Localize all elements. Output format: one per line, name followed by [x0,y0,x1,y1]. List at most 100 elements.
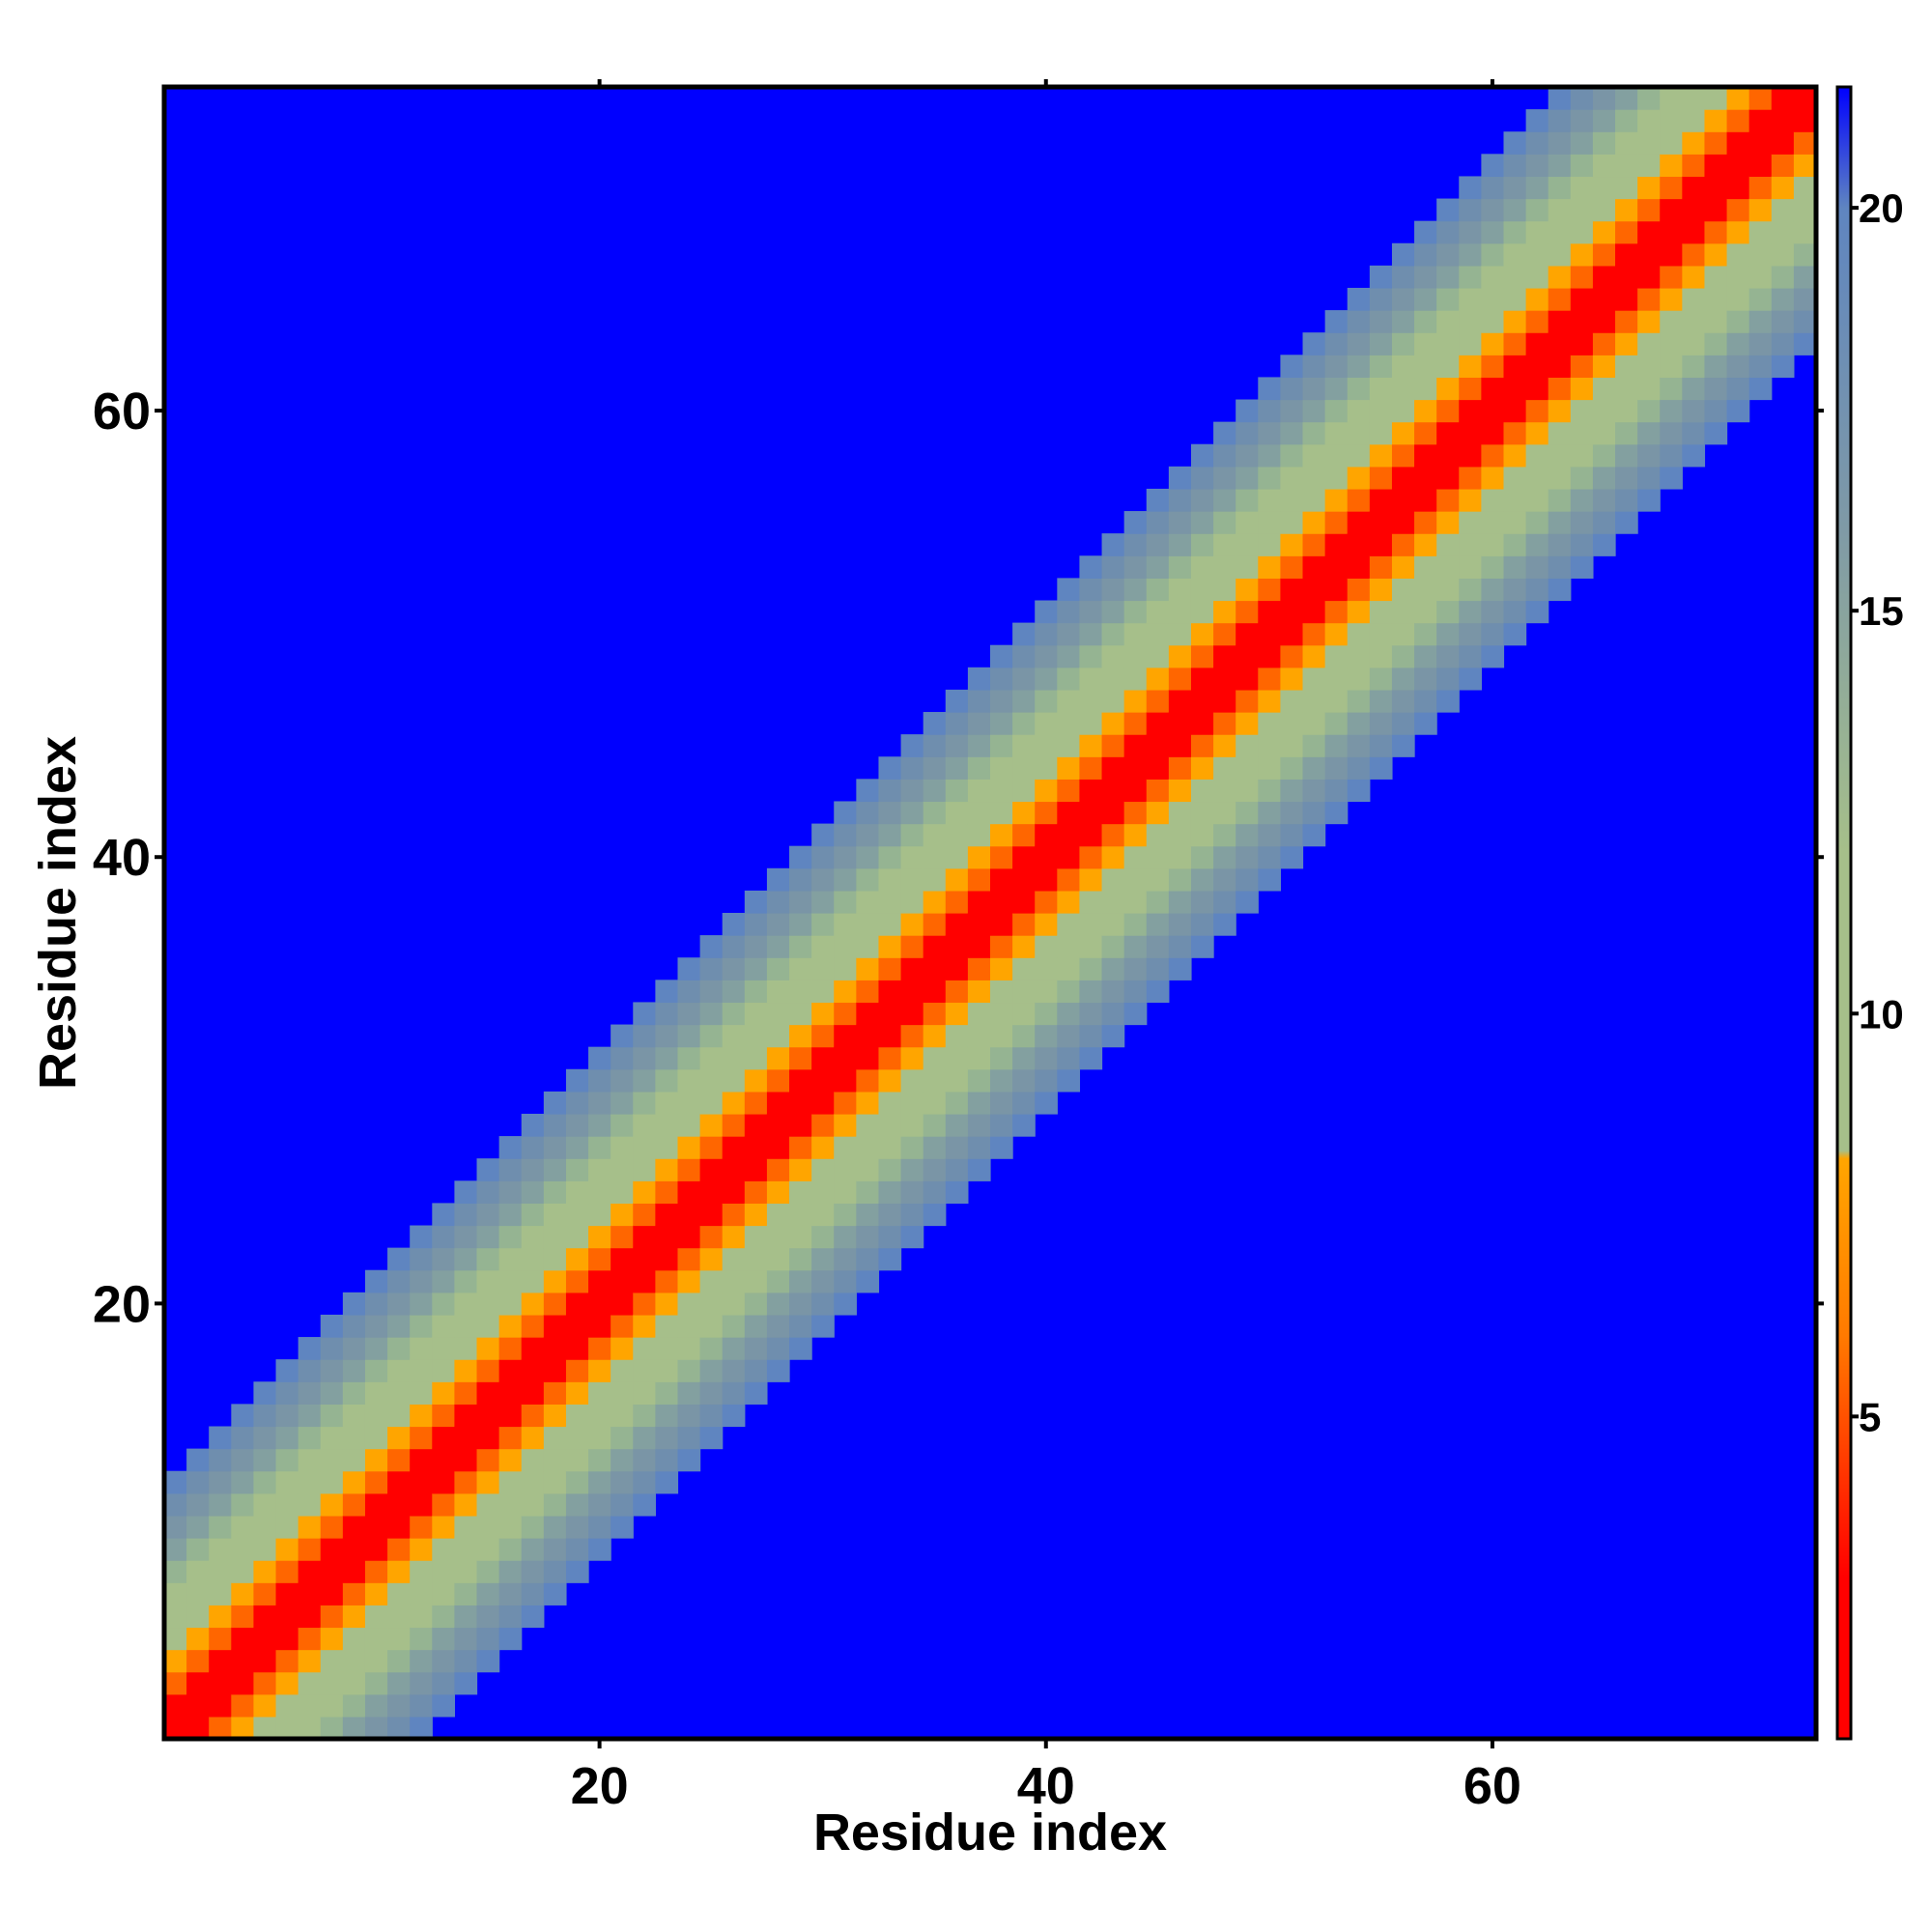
heatmap-cell [1079,890,1103,914]
heatmap-cell [923,779,947,803]
heatmap-cell [1258,801,1282,825]
heatmap-cell [789,1024,812,1048]
heatmap-cell [1123,980,1148,1004]
heatmap-cell [1525,377,1549,401]
heatmap-cell [967,779,991,803]
heatmap-cell [186,1649,210,1673]
heatmap-cell [565,1314,589,1338]
heatmap-cell [1793,287,1817,311]
heatmap-cell [744,1180,768,1205]
heatmap-cell [476,1203,500,1227]
heatmap-cell [923,1068,947,1093]
heatmap-cell [1324,801,1349,825]
heatmap-cell [1347,667,1371,691]
heatmap-cell [209,1492,232,1517]
heatmap-cell [945,801,969,825]
heatmap-cell [476,1158,500,1181]
heatmap-cell [856,823,880,847]
heatmap-cell [498,1269,523,1293]
heatmap-cell [1168,667,1192,691]
heatmap-cell [320,1381,344,1405]
heatmap-cell [722,957,746,980]
heatmap-cell [1302,600,1326,624]
heatmap-cell [834,1136,857,1159]
heatmap-cell [298,1359,322,1382]
heatmap-cell [1057,779,1081,803]
heatmap-cell [990,913,1013,936]
heatmap-cell [1414,220,1437,244]
heatmap-cell [1324,399,1349,423]
heatmap-cell [1459,399,1482,423]
heatmap-cell [1347,555,1371,579]
heatmap-cell [342,1448,366,1472]
heatmap-cell [1704,310,1728,333]
heatmap-cell [498,1627,523,1651]
x-axis-title: Residue index [813,1804,1167,1861]
heatmap-cell [364,1404,388,1428]
heatmap-cell [1682,310,1706,333]
heatmap-cell [1190,622,1214,646]
heatmap-cell [320,1605,344,1629]
heatmap-cell [766,913,790,936]
heatmap-cell [1570,377,1594,401]
heatmap-cell [521,1158,545,1181]
heatmap-cell [990,779,1013,803]
heatmap-cell [1570,332,1594,355]
heatmap-cell [1369,488,1393,512]
heatmap-cell [1570,109,1594,132]
heatmap-cell [1146,578,1170,602]
heatmap-cell [342,1582,366,1605]
heatmap-cell [1436,622,1460,646]
heatmap-cell [1503,600,1527,624]
heatmap-cell [565,1158,589,1181]
heatmap-cell [811,1113,835,1137]
heatmap-cell [1324,332,1349,355]
heatmap-cell [476,1225,500,1249]
heatmap-cell [454,1292,478,1316]
heatmap-cell [1324,488,1349,512]
heatmap-cell [1057,600,1081,624]
heatmap-cell [900,935,924,958]
heatmap-cell [164,1671,187,1695]
heatmap-cell [1190,578,1214,602]
heatmap-cell [967,1113,991,1137]
heatmap-cell [298,1492,322,1517]
heatmap-cell [320,1693,344,1718]
heatmap-cell [789,1269,812,1293]
heatmap-cell [990,1002,1013,1026]
heatmap-cell [1615,109,1638,132]
heatmap-cell [611,1359,634,1382]
heatmap-cell [410,1582,433,1605]
heatmap-cell [298,1627,322,1651]
heatmap-cell [1637,488,1661,512]
heatmap-cell [1481,622,1505,646]
heatmap-cell [1414,443,1437,468]
heatmap-cell [1481,154,1505,178]
heatmap-cell [900,1136,924,1159]
heatmap-cell [1347,399,1371,423]
heatmap-cell [1302,823,1326,847]
heatmap-cell [923,756,947,780]
heatmap-cell [1793,154,1817,178]
heatmap-cell [1436,399,1460,423]
heatmap-cell [498,1180,523,1205]
heatmap-cell [1236,622,1259,646]
heatmap-cell [1459,511,1482,534]
heatmap-cell [1726,220,1750,244]
heatmap-cell [1436,466,1460,490]
heatmap-cell [967,734,991,757]
heatmap-cell [1101,600,1125,624]
heatmap-cell [588,1046,611,1070]
heatmap-cell [1481,220,1505,244]
heatmap-cell [320,1404,344,1428]
heatmap-cell [432,1693,456,1718]
heatmap-cell [1258,712,1282,735]
heatmap-cell [387,1538,411,1561]
heatmap-cell [1748,355,1773,379]
heatmap-cell [1236,801,1259,825]
heatmap-cell [454,1269,478,1293]
heatmap-cell [1146,957,1170,980]
heatmap-cell [1548,399,1572,423]
heatmap-cell [275,1582,299,1605]
